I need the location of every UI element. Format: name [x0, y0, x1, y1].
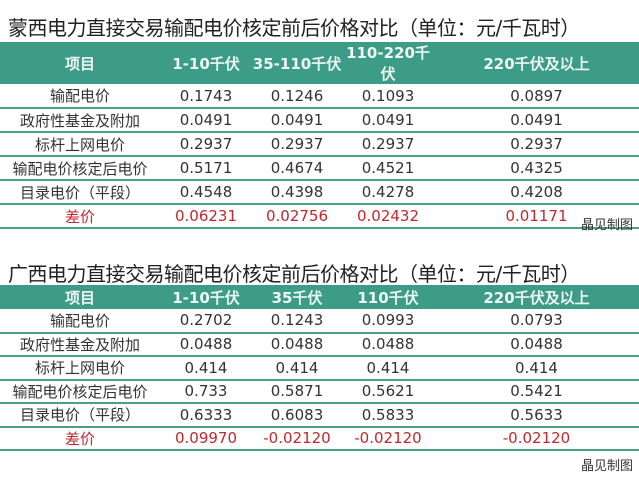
- table-row: 输配电价核定后电价 0.5171 0.4674 0.4521 0.4325: [0, 156, 639, 181]
- column-header: 220千伏及以上: [434, 42, 639, 84]
- header-row: 项目 1-10千伏 35-110千伏 110-220千伏 220千伏及以上: [0, 42, 639, 84]
- row-label: 目录电价（平段）: [0, 403, 160, 428]
- column-header: 110-220千伏: [342, 42, 434, 84]
- row-label: 政府性基金及附加: [0, 332, 160, 357]
- table-cell: 0.4548: [160, 180, 252, 205]
- table-cell: 0.6333: [160, 403, 252, 428]
- table-cell: 0.414: [342, 356, 434, 381]
- table-cell: 0.4208: [434, 180, 639, 205]
- table-row: 标杆上网电价 0.414 0.414 0.414 0.414: [0, 356, 639, 381]
- table-cell: 0.5621: [342, 379, 434, 404]
- row-label: 标杆上网电价: [0, 356, 160, 381]
- table-cell: 0.6083: [252, 403, 342, 428]
- table-cell: 0.02756: [252, 204, 342, 229]
- column-header: 110千伏: [342, 285, 434, 309]
- table-cell: 0.0491: [252, 108, 342, 133]
- table-cell: 0.2702: [160, 309, 252, 334]
- table-row: 标杆上网电价 0.2937 0.2937 0.2937 0.2937: [0, 132, 639, 157]
- row-label: 差价: [0, 426, 160, 451]
- table-cell: 0.09970: [160, 426, 252, 451]
- table-cell: 0.4398: [252, 180, 342, 205]
- table-title: 蒙西电力直接交易输配电价核定前后价格对比（单位：元/千瓦时）: [8, 16, 580, 40]
- table-cell: 0.5833: [342, 403, 434, 428]
- table-cell: 0.2937: [160, 132, 252, 157]
- row-label: 输配电价核定后电价: [0, 156, 160, 181]
- table-cell: 0.414: [160, 356, 252, 381]
- table-title: 广西电力直接交易输配电价核定前后价格对比（单位：元/千瓦时）: [8, 262, 580, 286]
- table-cell: 0.414: [252, 356, 342, 381]
- table-cell: 0.5171: [160, 156, 252, 181]
- column-header: 1-10千伏: [160, 42, 252, 84]
- table-row: 输配电价核定后电价 0.733 0.5871 0.5621 0.5421: [0, 379, 639, 404]
- table-cell: -0.02120: [252, 426, 342, 451]
- table-cell: 0.0491: [342, 108, 434, 133]
- table-cell: 0.4278: [342, 180, 434, 205]
- price-table-mengxi: 项目 1-10千伏 35-110千伏 110-220千伏 220千伏及以上 输配电价 0.1…: [0, 42, 639, 229]
- table-cell: 0.0491: [434, 108, 639, 133]
- table-row: 输配电价 0.2702 0.1243 0.0993 0.0793: [0, 309, 639, 334]
- table-cell: 0.0897: [434, 84, 639, 109]
- diff-row: 差价 0.06231 0.02756 0.02432 0.01171: [0, 204, 639, 229]
- price-table-guangxi: 项目 1-10千伏 35千伏 110千伏 220千伏及以上 输配电价 0.2702 0.124…: [0, 285, 639, 451]
- table-row: 目录电价（平段） 0.4548 0.4398 0.4278 0.4208: [0, 180, 639, 205]
- table-row: 目录电价（平段） 0.6333 0.6083 0.5833 0.5633: [0, 403, 639, 428]
- table-cell: 0.0488: [160, 332, 252, 357]
- column-header: 35-110千伏: [252, 42, 342, 84]
- column-header: 220千伏及以上: [434, 285, 639, 309]
- table-cell: 0.1093: [342, 84, 434, 109]
- table-cell: 0.5871: [252, 379, 342, 404]
- table-cell: -0.02120: [434, 426, 639, 451]
- table-cell: 0.1243: [252, 309, 342, 334]
- table-cell: 0.0993: [342, 309, 434, 334]
- table-cell: 0.2937: [434, 132, 639, 157]
- table-cell: 0.02432: [342, 204, 434, 229]
- table-row: 输配电价 0.1743 0.1246 0.1093 0.0897: [0, 84, 639, 109]
- table-cell: 0.01171: [434, 204, 639, 229]
- column-header: 项目: [0, 285, 160, 309]
- table-cell: 0.1743: [160, 84, 252, 109]
- table-cell: 0.0488: [434, 332, 639, 357]
- table-cell: 0.0491: [160, 108, 252, 133]
- table-cell: 0.5421: [434, 379, 639, 404]
- row-label: 目录电价（平段）: [0, 180, 160, 205]
- table-cell: 0.414: [434, 356, 639, 381]
- source-label: 晶见制图: [580, 459, 633, 474]
- row-label: 政府性基金及附加: [0, 108, 160, 133]
- table-cell: 0.733: [160, 379, 252, 404]
- table-cell: 0.4674: [252, 156, 342, 181]
- table-cell: 0.5633: [434, 403, 639, 428]
- table-cell: 0.2937: [342, 132, 434, 157]
- table-cell: 0.2937: [252, 132, 342, 157]
- table-row: 政府性基金及附加 0.0491 0.0491 0.0491 0.0491: [0, 108, 639, 133]
- column-header: 1-10千伏: [160, 285, 252, 309]
- table-cell: 0.1246: [252, 84, 342, 109]
- header-row: 项目 1-10千伏 35千伏 110千伏 220千伏及以上: [0, 285, 639, 309]
- table-cell: 0.06231: [160, 204, 252, 229]
- column-header: 35千伏: [252, 285, 342, 309]
- row-label: 输配电价核定后电价: [0, 379, 160, 404]
- table-cell: 0.0488: [252, 332, 342, 357]
- table-cell: -0.02120: [342, 426, 434, 451]
- diff-row: 差价 0.09970 -0.02120 -0.02120 -0.02120: [0, 426, 639, 451]
- table-row: 政府性基金及附加 0.0488 0.0488 0.0488 0.0488: [0, 332, 639, 357]
- source-label: 晶见制图: [580, 218, 633, 233]
- row-label: 输配电价: [0, 309, 160, 334]
- column-header: 项目: [0, 42, 160, 84]
- table-cell: 0.0488: [342, 332, 434, 357]
- row-label: 差价: [0, 204, 160, 229]
- table-cell: 0.4521: [342, 156, 434, 181]
- table-cell: 0.0793: [434, 309, 639, 334]
- table-cell: 0.4325: [434, 156, 639, 181]
- row-label: 标杆上网电价: [0, 132, 160, 157]
- row-label: 输配电价: [0, 84, 160, 109]
